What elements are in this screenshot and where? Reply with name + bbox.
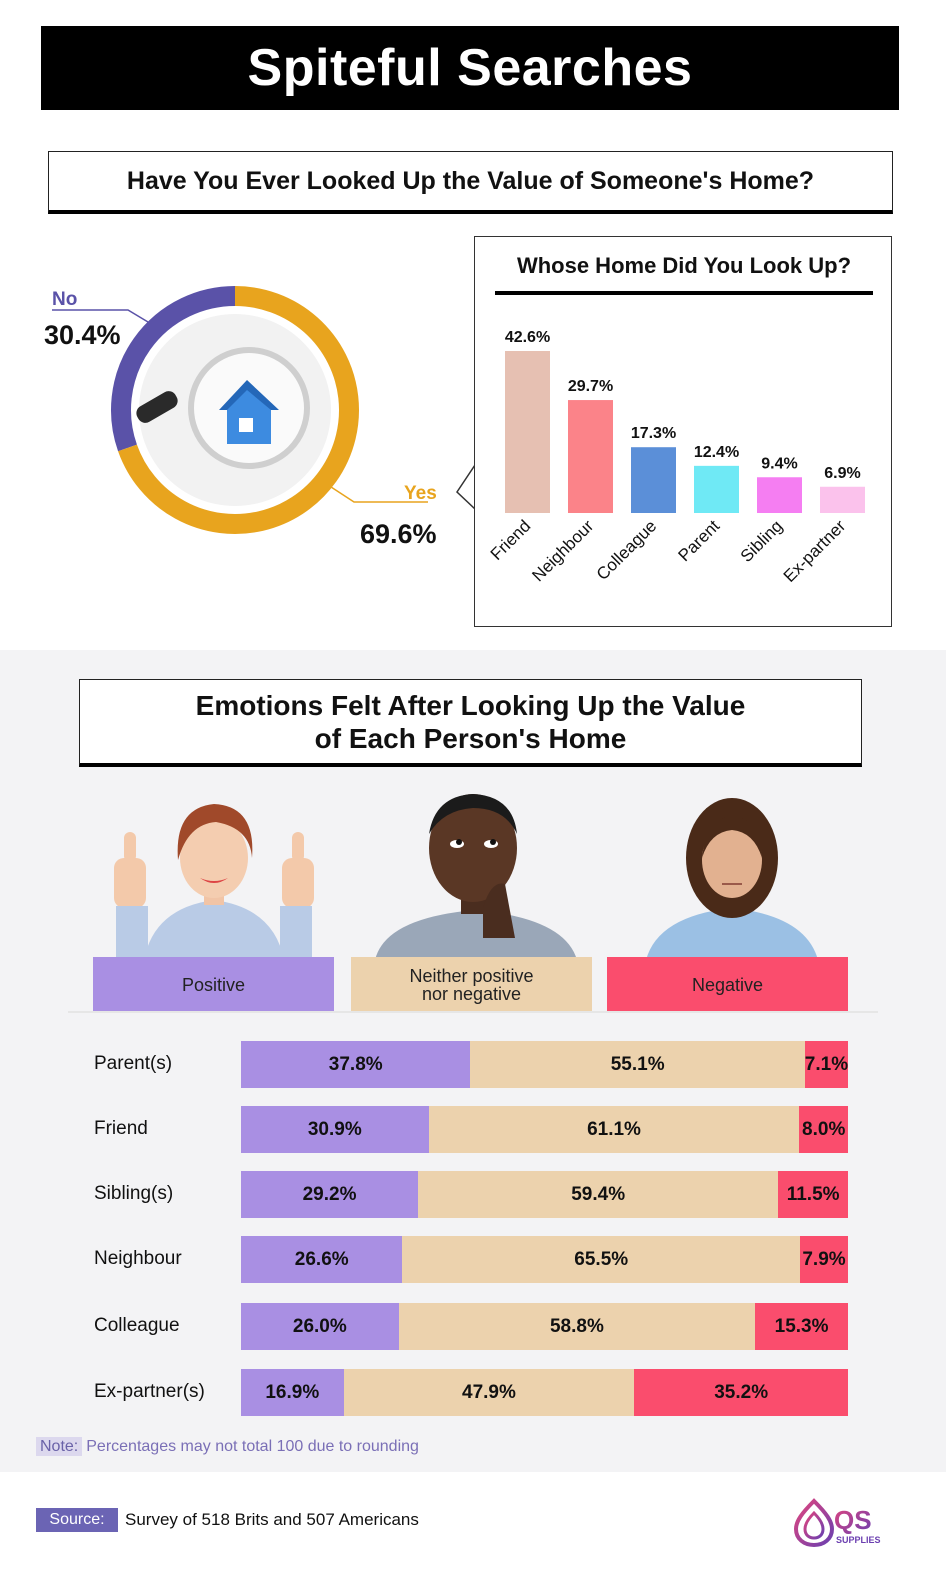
segment-positive: 26.0% <box>241 1303 399 1350</box>
segment-negative: 7.9% <box>800 1236 848 1283</box>
callout-pointer <box>456 465 476 509</box>
bar-chart-title: Whose Home Did You Look Up? <box>516 253 852 278</box>
footer <box>0 1472 946 1579</box>
bar-value-label: 12.4% <box>694 444 739 461</box>
bar-neighbour <box>568 400 613 513</box>
legend-neutral: Neither positive nor negative <box>351 957 592 1012</box>
no-percentage: 30.4% <box>44 320 121 350</box>
segment-negative: 35.2% <box>634 1369 848 1416</box>
whose-home-bar-chart: 42.6% Friend 29.7% Neighbour 17.3% Colleague 1… <box>487 329 865 586</box>
stacked-bar-row: 30.9% 61.1% 8.0% <box>241 1106 848 1153</box>
legend-positive: Positive <box>93 957 334 1012</box>
bar-colleague <box>631 447 676 513</box>
displeased-woman-image <box>646 798 818 960</box>
segment-neutral: 58.8% <box>398 1303 756 1350</box>
label-leader-lines <box>52 309 428 503</box>
bar-value-label: 17.3% <box>631 425 676 442</box>
emotions-heading-line2: of Each Person's Home <box>314 722 627 754</box>
no-label: No <box>52 289 78 310</box>
segment-positive: 30.9% <box>241 1106 429 1153</box>
stacked-bar-row: 26.6% 65.5% 7.9% <box>241 1236 848 1283</box>
yes-percentage: 69.6% <box>360 519 437 549</box>
bar-value-label: 9.4% <box>761 455 797 472</box>
segment-negative: 8.0% <box>799 1106 848 1153</box>
source-text: Survey of 518 Brits and 507 Americans <box>125 1510 419 1529</box>
row-label: Neighbour <box>94 1248 182 1269</box>
segment-negative: 7.1% <box>805 1041 848 1088</box>
bar-friend <box>505 351 550 513</box>
bar-category-label: Sibling <box>737 516 787 566</box>
segment-positive: 26.6% <box>241 1236 403 1283</box>
bar-parent <box>694 465 739 513</box>
segment-positive: 29.2% <box>241 1171 419 1218</box>
segment-positive: 16.9% <box>241 1369 344 1416</box>
legend-divider <box>68 1011 878 1013</box>
legend-neutral-line2: nor negative <box>421 983 522 1004</box>
svg-text:QS: QS <box>834 1505 872 1535</box>
question-heading: Have You Ever Looked Up the Value of Som… <box>48 151 893 214</box>
stacked-bar-row: 26.0% 58.8% 15.3% <box>241 1303 848 1350</box>
thinking-man-image <box>375 794 577 960</box>
donut-slice-no <box>111 286 236 452</box>
segment-negative: 15.3% <box>755 1303 848 1350</box>
bar-chart-title-rule <box>495 291 873 295</box>
segment-neutral: 55.1% <box>470 1041 805 1088</box>
emotions-heading: Emotions Felt After Looking Up the Value… <box>79 679 862 767</box>
stacked-bar-row: 37.8% 55.1% 7.1% <box>241 1041 848 1088</box>
legend-neutral-line1: Neither positive <box>409 965 534 986</box>
infographic-title: Spiteful Searches <box>41 26 899 110</box>
segment-neutral: 59.4% <box>418 1171 779 1218</box>
bar-value-label: 42.6% <box>505 329 550 346</box>
stacked-bar-row: 29.2% 59.4% 11.5% <box>241 1171 848 1218</box>
bar-value-label: 29.7% <box>568 378 613 395</box>
stacked-bar-row: 16.9% 47.9% 35.2% <box>241 1369 848 1416</box>
whose-home-bar-chart-panel: Whose Home Did You Look Up? 42.6% Friend 2… <box>474 236 892 627</box>
row-label: Ex-partner(s) <box>94 1381 205 1402</box>
bar-sibling <box>757 477 802 513</box>
segment-neutral: 61.1% <box>428 1106 800 1153</box>
row-label: Friend <box>94 1118 148 1139</box>
note-tag: Note: <box>36 1437 83 1456</box>
segment-negative: 11.5% <box>778 1171 848 1218</box>
magnifier-house-icon <box>136 314 331 506</box>
row-label: Sibling(s) <box>94 1183 174 1204</box>
note-text: Percentages may not total 100 due to rou… <box>86 1438 419 1455</box>
bar-category-label: Parent <box>674 516 723 565</box>
bar-category-label: Friend <box>487 516 535 564</box>
segment-neutral: 65.5% <box>402 1236 801 1283</box>
bar-value-label: 6.9% <box>824 465 860 482</box>
footnote: Note: Percentages may not total 100 due t… <box>36 1437 419 1456</box>
svg-text:SUPPLIES: SUPPLIES <box>836 1535 881 1545</box>
yes-no-donut-chart <box>111 286 359 534</box>
bar-category-label: Colleague <box>593 516 661 584</box>
row-label: Colleague <box>94 1315 180 1336</box>
bar-ex-partner <box>820 486 865 513</box>
happy-woman-thumbs-up-image <box>114 804 314 960</box>
yes-label: Yes <box>404 483 437 504</box>
segment-neutral: 47.9% <box>343 1369 635 1416</box>
legend-negative: Negative <box>607 957 848 1012</box>
donut-slice-yes <box>118 286 359 534</box>
bar-category-label: Neighbour <box>528 516 597 585</box>
source-tag: Source: <box>36 1508 118 1532</box>
qs-supplies-logo: QS SUPPLIES <box>793 1498 881 1548</box>
row-label: Parent(s) <box>94 1053 173 1074</box>
bar-category-label: Ex-partner <box>780 516 850 586</box>
segment-positive: 37.8% <box>241 1041 471 1088</box>
emotions-heading-line1: Emotions Felt After Looking Up the Value <box>195 689 746 721</box>
